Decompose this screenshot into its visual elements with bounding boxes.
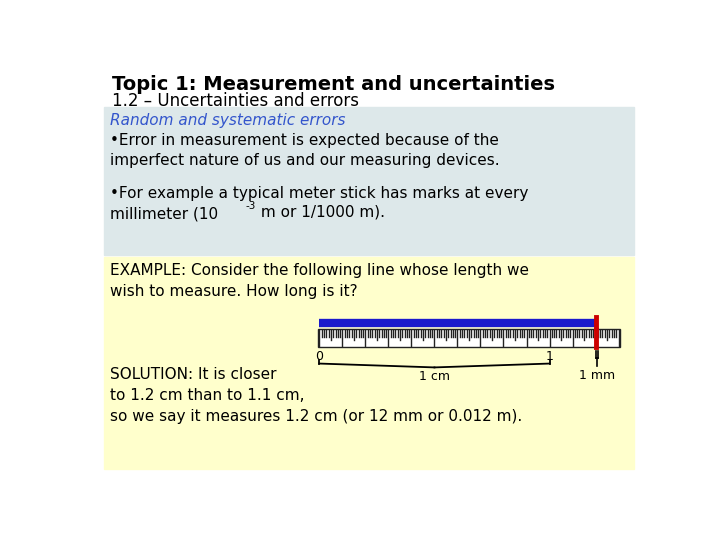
Text: 0: 0 (315, 350, 323, 363)
Text: 1: 1 (546, 350, 554, 363)
Text: 1 mm: 1 mm (579, 369, 615, 382)
Text: •For example a typical meter stick has marks at every
millimeter (10: •For example a typical meter stick has m… (110, 186, 528, 222)
Bar (318, 329, 620, 347)
Text: Topic 1: Measurement and uncertainties: Topic 1: Measurement and uncertainties (112, 75, 554, 94)
Text: EXAMPLE: Consider the following line whose length we
wish to measure. How long i: EXAMPLE: Consider the following line who… (110, 264, 529, 299)
Text: •Error in measurement is expected because of the
imperfect nature of us and our : •Error in measurement is expected becaus… (110, 132, 500, 168)
Text: SOLUTION: It is closer
to 1.2 cm than to 1.1 cm,
so we say it measures 1.2 cm (o: SOLUTION: It is closer to 1.2 cm than to… (110, 367, 523, 424)
Text: m or 1/1000 m).: m or 1/1000 m). (256, 204, 385, 219)
Text: 1 cm: 1 cm (419, 370, 450, 383)
Text: 1.2 – Uncertainties and errors: 1.2 – Uncertainties and errors (112, 92, 359, 110)
Bar (104, 257, 634, 469)
Text: -3: -3 (246, 201, 256, 211)
Text: Random and systematic errors: Random and systematic errors (110, 113, 346, 129)
Bar (104, 107, 634, 255)
Bar (318, 329, 620, 347)
